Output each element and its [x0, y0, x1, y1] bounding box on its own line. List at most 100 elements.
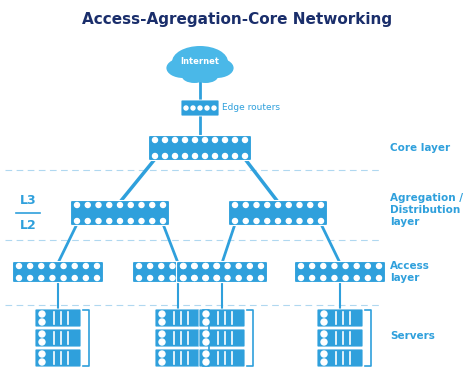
- Circle shape: [17, 276, 21, 280]
- Circle shape: [170, 276, 175, 280]
- Circle shape: [265, 203, 270, 207]
- Circle shape: [72, 276, 77, 280]
- Circle shape: [159, 319, 165, 325]
- Circle shape: [191, 106, 195, 110]
- FancyBboxPatch shape: [199, 349, 245, 367]
- FancyBboxPatch shape: [317, 309, 363, 327]
- FancyBboxPatch shape: [181, 100, 219, 116]
- Circle shape: [215, 263, 219, 269]
- Circle shape: [173, 154, 177, 158]
- Circle shape: [203, 276, 209, 280]
- Circle shape: [192, 154, 198, 158]
- Circle shape: [191, 263, 197, 269]
- Text: Access
layer: Access layer: [390, 261, 430, 283]
- Circle shape: [39, 331, 45, 337]
- Circle shape: [321, 276, 326, 280]
- Circle shape: [182, 154, 188, 158]
- Circle shape: [159, 359, 165, 365]
- Circle shape: [247, 263, 252, 269]
- Circle shape: [85, 203, 90, 207]
- Circle shape: [243, 154, 247, 158]
- FancyBboxPatch shape: [148, 136, 252, 160]
- Circle shape: [354, 263, 359, 269]
- Text: Core layer: Core layer: [390, 143, 450, 153]
- Circle shape: [321, 311, 327, 317]
- Circle shape: [159, 351, 165, 357]
- Circle shape: [236, 263, 241, 269]
- Circle shape: [17, 263, 21, 269]
- Circle shape: [310, 276, 315, 280]
- Circle shape: [202, 154, 208, 158]
- Circle shape: [321, 331, 327, 337]
- FancyBboxPatch shape: [71, 201, 170, 225]
- Circle shape: [222, 138, 228, 142]
- Text: L3: L3: [20, 194, 36, 207]
- Circle shape: [159, 276, 164, 280]
- Circle shape: [184, 106, 188, 110]
- Circle shape: [236, 276, 241, 280]
- Circle shape: [343, 276, 348, 280]
- Circle shape: [61, 263, 66, 269]
- Circle shape: [233, 203, 237, 207]
- Circle shape: [205, 106, 209, 110]
- Circle shape: [203, 263, 208, 269]
- Ellipse shape: [166, 58, 200, 78]
- Circle shape: [163, 154, 167, 158]
- Circle shape: [198, 106, 202, 110]
- Circle shape: [376, 276, 382, 280]
- FancyBboxPatch shape: [35, 329, 81, 347]
- Ellipse shape: [193, 69, 218, 83]
- Circle shape: [182, 138, 188, 142]
- Circle shape: [243, 218, 248, 223]
- Circle shape: [321, 339, 327, 345]
- Circle shape: [137, 263, 142, 269]
- Circle shape: [297, 203, 302, 207]
- Circle shape: [83, 263, 88, 269]
- Text: L2: L2: [19, 219, 36, 232]
- Circle shape: [192, 138, 198, 142]
- Circle shape: [212, 106, 216, 110]
- Circle shape: [212, 138, 218, 142]
- FancyBboxPatch shape: [199, 329, 245, 347]
- FancyBboxPatch shape: [294, 261, 385, 282]
- Circle shape: [247, 276, 252, 280]
- Circle shape: [233, 218, 237, 223]
- Circle shape: [225, 263, 230, 269]
- Circle shape: [118, 218, 122, 223]
- FancyBboxPatch shape: [35, 349, 81, 367]
- FancyBboxPatch shape: [317, 349, 363, 367]
- Circle shape: [74, 203, 80, 207]
- Circle shape: [212, 154, 218, 158]
- Circle shape: [128, 218, 133, 223]
- Circle shape: [258, 276, 264, 280]
- Circle shape: [39, 311, 45, 317]
- Circle shape: [321, 351, 327, 357]
- Circle shape: [147, 276, 153, 280]
- FancyBboxPatch shape: [176, 261, 267, 282]
- Circle shape: [265, 218, 270, 223]
- Circle shape: [159, 331, 165, 337]
- Circle shape: [170, 263, 175, 269]
- Circle shape: [39, 319, 45, 325]
- Circle shape: [61, 276, 66, 280]
- Circle shape: [137, 276, 142, 280]
- Circle shape: [233, 138, 237, 142]
- Circle shape: [215, 276, 219, 280]
- FancyBboxPatch shape: [155, 309, 201, 327]
- Circle shape: [321, 319, 327, 325]
- Circle shape: [299, 263, 303, 269]
- Circle shape: [147, 263, 153, 269]
- Circle shape: [203, 319, 209, 325]
- Circle shape: [243, 138, 247, 142]
- Circle shape: [275, 218, 281, 223]
- Circle shape: [225, 276, 230, 280]
- Circle shape: [233, 154, 237, 158]
- Circle shape: [161, 218, 165, 223]
- Circle shape: [50, 276, 55, 280]
- Circle shape: [299, 276, 303, 280]
- Circle shape: [343, 263, 348, 269]
- Circle shape: [243, 203, 248, 207]
- Ellipse shape: [182, 69, 207, 83]
- FancyBboxPatch shape: [12, 261, 103, 282]
- Circle shape: [139, 203, 144, 207]
